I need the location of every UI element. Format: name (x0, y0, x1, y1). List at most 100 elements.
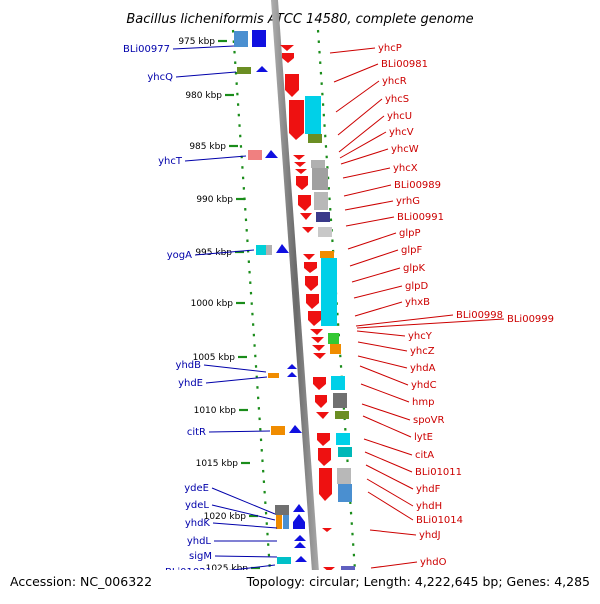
gene-label-yhdc[interactable]: yhdC (411, 380, 437, 391)
gene-arrow[interactable] (298, 195, 311, 211)
gene-arrow[interactable] (316, 412, 329, 419)
gene-label-yhcs[interactable]: yhcS (385, 94, 409, 105)
gene-block[interactable] (248, 150, 262, 160)
gene-arrow[interactable] (295, 556, 307, 562)
gene-arrow[interactable] (295, 169, 307, 174)
gene-arrow[interactable] (282, 53, 294, 63)
gene-block[interactable] (341, 566, 355, 571)
gene-label-yhcu[interactable]: yhcU (387, 111, 412, 122)
gene-arrow[interactable] (293, 155, 305, 160)
gene-block[interactable] (276, 515, 282, 529)
gene-arrow[interactable] (312, 345, 325, 351)
gene-label-yhct[interactable]: yhcT (158, 156, 183, 167)
gene-arrow[interactable] (310, 329, 323, 335)
gene-label-bli01014[interactable]: BLi01014 (416, 515, 463, 526)
gene-arrow[interactable] (285, 74, 299, 97)
gene-block[interactable] (266, 245, 272, 255)
gene-arrow[interactable] (302, 227, 314, 233)
gene-label-yhdh[interactable]: yhdH (416, 501, 442, 512)
gene-block[interactable] (338, 484, 352, 502)
gene-label-yhxb[interactable]: yhxB (405, 297, 430, 308)
gene-arrow[interactable] (313, 353, 326, 359)
gene-arrow[interactable] (289, 425, 302, 433)
gene-label-ydee[interactable]: ydeE (184, 483, 209, 494)
gene-arrow[interactable] (304, 262, 317, 273)
gene-label-lyte[interactable]: lytE (414, 432, 433, 443)
gene-label-yhcr[interactable]: yhcR (382, 76, 407, 87)
gene-label-yhcq[interactable]: yhcQ (147, 72, 173, 83)
gene-block[interactable] (338, 447, 352, 457)
gene-label-yhcp[interactable]: yhcP (378, 43, 402, 54)
gene-arrow[interactable] (265, 150, 278, 158)
gene-arrow[interactable] (296, 176, 308, 190)
gene-label-spovr[interactable]: spoVR (413, 415, 445, 426)
gene-block[interactable] (337, 468, 351, 484)
gene-block[interactable] (314, 192, 328, 210)
gene-label-cita[interactable]: citA (415, 450, 434, 461)
gene-label-hmp[interactable]: hmp (412, 397, 434, 408)
gene-block[interactable] (333, 393, 347, 408)
gene-label-yhcy[interactable]: yhcY (408, 331, 433, 342)
gene-label-yhdb[interactable]: yhdB (176, 360, 202, 371)
gene-label-glpd[interactable]: glpD (405, 281, 428, 292)
gene-label-glpk[interactable]: glpK (403, 263, 425, 274)
gene-label-sigm[interactable]: sigM (189, 551, 212, 562)
gene-block[interactable] (335, 411, 349, 419)
gene-label-yhdk[interactable]: yhdK (185, 518, 211, 529)
gene-arrow[interactable] (256, 66, 268, 72)
gene-label-yhcv[interactable]: yhcV (389, 127, 414, 138)
gene-arrow[interactable] (293, 504, 305, 512)
gene-block[interactable] (271, 426, 285, 435)
gene-label-yhda[interactable]: yhdA (410, 363, 436, 374)
gene-arrow[interactable] (287, 364, 297, 369)
gene-label-yhdl[interactable]: yhdL (187, 536, 212, 547)
gene-label-bli00999[interactable]: BLi00999 (507, 314, 554, 325)
gene-arrow[interactable] (294, 162, 306, 167)
gene-label-glpf[interactable]: glpF (401, 245, 422, 256)
gene-block[interactable] (237, 67, 251, 74)
gene-arrow[interactable] (323, 567, 335, 572)
gene-label-yhcx[interactable]: yhcX (393, 163, 418, 174)
gene-arrow[interactable] (305, 276, 318, 291)
gene-block[interactable] (321, 258, 337, 326)
gene-arrow[interactable] (319, 468, 332, 501)
gene-block[interactable] (283, 515, 289, 529)
gene-arrow[interactable] (287, 372, 297, 377)
gene-label-yhcz[interactable]: yhcZ (410, 346, 435, 357)
gene-block[interactable] (312, 168, 328, 190)
gene-block[interactable] (234, 31, 248, 47)
gene-label-yrhg[interactable]: yrhG (396, 196, 420, 207)
gene-block[interactable] (331, 376, 345, 390)
gene-arrow[interactable] (315, 395, 327, 408)
gene-label-yhcw[interactable]: yhcW (391, 144, 419, 155)
gene-label-ydel[interactable]: ydeL (185, 500, 209, 511)
gene-arrow[interactable] (300, 213, 312, 220)
gene-block[interactable] (308, 134, 322, 143)
gene-arrow[interactable] (303, 254, 315, 260)
gene-arrow[interactable] (318, 448, 331, 466)
gene-label-yhdo[interactable]: yhdO (420, 557, 447, 568)
gene-arrow[interactable] (289, 100, 304, 140)
gene-arrow[interactable] (322, 528, 332, 532)
gene-arrow[interactable] (317, 433, 330, 446)
gene-arrow[interactable] (280, 45, 294, 51)
gene-block[interactable] (336, 433, 350, 445)
gene-arrow[interactable] (276, 244, 289, 253)
gene-arrow[interactable] (294, 542, 306, 548)
gene-label-bli00998[interactable]: BLi00998 (456, 310, 503, 321)
gene-label-yoga[interactable]: yogA (167, 250, 192, 261)
gene-block[interactable] (316, 212, 330, 222)
gene-block[interactable] (328, 333, 339, 344)
gene-block[interactable] (305, 96, 321, 134)
gene-label-bli00989[interactable]: BLi00989 (394, 180, 441, 191)
gene-block[interactable] (320, 251, 334, 258)
gene-label-bli01011[interactable]: BLi01011 (415, 467, 462, 478)
gene-arrow[interactable] (306, 294, 319, 309)
gene-block[interactable] (330, 344, 341, 354)
gene-label-yhde[interactable]: yhdE (178, 378, 203, 389)
gene-label-yhdf[interactable]: yhdF (416, 484, 441, 495)
gene-arrow[interactable] (308, 311, 321, 326)
gene-block[interactable] (277, 557, 291, 564)
gene-label-bli00977[interactable]: BLi00977 (123, 44, 170, 55)
gene-label-bli00991[interactable]: BLi00991 (397, 212, 444, 223)
